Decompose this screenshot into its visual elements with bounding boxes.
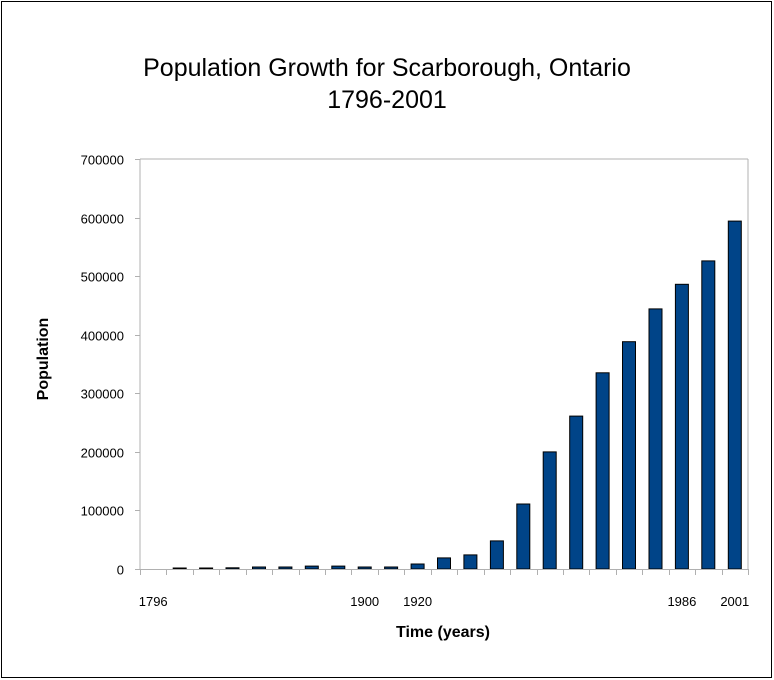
bar <box>463 554 478 570</box>
bar <box>384 566 399 570</box>
y-tick-label: 500000 <box>81 270 124 285</box>
bar <box>199 567 214 570</box>
bar <box>304 565 319 570</box>
bar <box>357 566 372 570</box>
y-tick-label: 600000 <box>81 212 124 227</box>
y-tick-label: 400000 <box>81 329 124 344</box>
x-tick-label: 1920 <box>403 594 432 609</box>
x-tick-label: 2001 <box>720 594 749 609</box>
bar <box>410 563 425 570</box>
bar <box>727 220 742 570</box>
bar <box>648 308 663 570</box>
chart-title-block: Population Growth for Scarborough, Ontar… <box>0 52 774 116</box>
bar <box>516 503 531 570</box>
y-tick-label: 0 <box>117 563 124 578</box>
bar <box>542 451 557 570</box>
bar <box>331 565 346 570</box>
x-tick-label: 1986 <box>667 594 696 609</box>
bar <box>701 260 716 570</box>
bar <box>278 566 293 570</box>
bar <box>569 415 584 570</box>
x-axis-label: Time (years) <box>396 624 490 641</box>
y-tick-label: 700000 <box>81 153 124 168</box>
bar <box>489 540 504 570</box>
y-tick-label: 200000 <box>81 446 124 461</box>
x-tick-label: 1900 <box>350 594 379 609</box>
bar <box>674 283 689 570</box>
y-axis-label: Population <box>35 318 52 401</box>
y-tick-label: 100000 <box>81 504 124 519</box>
bar <box>595 372 610 570</box>
bar <box>622 341 636 570</box>
x-tick-label: 1796 <box>139 594 168 609</box>
plot-area: 0 100000 200000 300000 400000 500000 600000 700… <box>81 153 750 610</box>
bar <box>172 567 187 570</box>
chart-subtitle: 1796-2001 <box>327 86 447 114</box>
chart-title: Population Growth for Scarborough, Ontar… <box>143 54 631 82</box>
y-tick-label: 300000 <box>81 387 124 402</box>
bar <box>225 567 240 570</box>
bar <box>252 566 266 570</box>
bar <box>437 557 451 570</box>
